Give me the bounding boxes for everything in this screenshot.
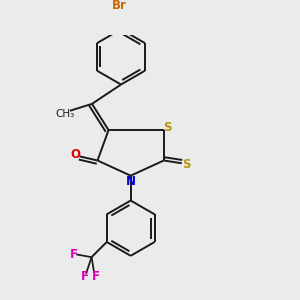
- Text: CH₃: CH₃: [55, 109, 74, 118]
- Text: O: O: [70, 148, 80, 160]
- Text: Br: Br: [112, 0, 127, 12]
- Text: F: F: [81, 270, 88, 283]
- Text: S: S: [182, 158, 190, 171]
- Text: N: N: [126, 175, 136, 188]
- Text: S: S: [163, 121, 171, 134]
- Text: F: F: [70, 248, 78, 261]
- Text: F: F: [92, 270, 100, 283]
